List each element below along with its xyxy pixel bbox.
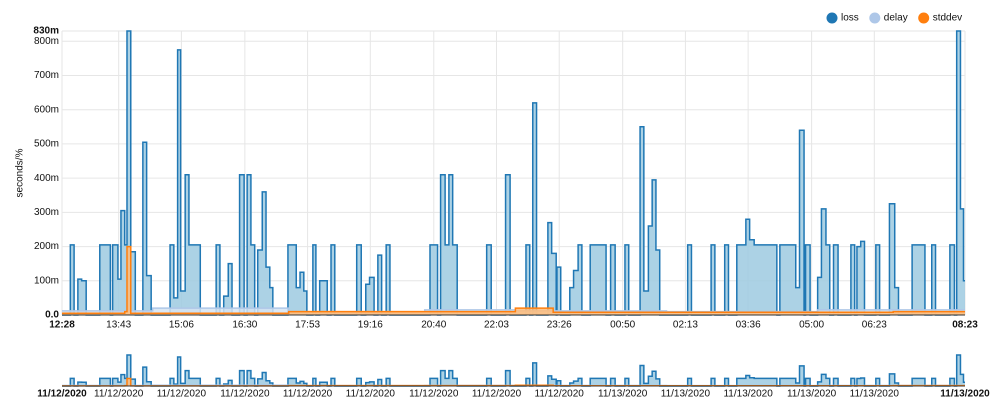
context-x-tick-label: 11/12/2020 (283, 389, 333, 400)
context-x-tick-label: 11/12/2020 (535, 389, 585, 400)
context-x-tick-label: 11/12/2020 (409, 389, 459, 400)
context-x-tick-label: 11/12/2020 (157, 389, 207, 400)
legend-marker (918, 12, 930, 24)
context-x-tick-label: 11/12/2020 (94, 389, 144, 400)
loss-line (62, 30, 965, 316)
x-tick-label: 00:50 (610, 320, 635, 331)
legend-label: loss (841, 13, 859, 24)
y-tick-label: 400m (34, 173, 59, 184)
legend-marker (826, 12, 838, 24)
y-tick-label: 0.0 (45, 310, 59, 321)
y-tick-label: 100m (34, 275, 59, 286)
legend-label: stddev (933, 13, 962, 24)
context-x-tick-label: 11/13/2020 (723, 389, 773, 400)
y-tick-label: 200m (34, 241, 59, 252)
context-x-tick-label: 11/12/2020 (346, 389, 396, 400)
x-tick-label: 16:30 (232, 320, 257, 331)
x-tick-label: 20:40 (421, 320, 446, 331)
context-x-tick-label: 11/13/2020 (661, 389, 711, 400)
legend-marker (869, 12, 881, 24)
context-x-tick-label: 11/13/2020 (940, 389, 990, 400)
context-x-tick-label: 11/12/2020 (220, 389, 270, 400)
x-tick-label: 12:28 (49, 320, 75, 331)
legend-label: delay (884, 13, 908, 24)
x-tick-label: 06:23 (862, 320, 887, 331)
x-tick-label: 19:16 (358, 320, 383, 331)
y-tick-label: 600m (34, 104, 59, 115)
x-tick-label: 22:03 (484, 320, 509, 331)
y-tick-label: 830m (33, 26, 59, 37)
y-axis-label: seconds/% (15, 148, 26, 197)
x-tick-label: 02:13 (673, 320, 698, 331)
loss-line-context (62, 354, 965, 387)
context-x-tick-label: 11/13/2020 (850, 389, 900, 400)
x-tick-label: 08:23 (952, 320, 978, 331)
context-x-tick-label: 11/13/2020 (787, 389, 837, 400)
context-x-tick-label: 11/12/2020 (472, 389, 522, 400)
x-tick-label: 17:53 (295, 320, 320, 331)
context-x-tick-label: 11/12/2020 (37, 389, 87, 400)
stddev-line (62, 245, 965, 315)
x-tick-label: 05:00 (799, 320, 824, 331)
x-tick-label: 23:26 (547, 320, 572, 331)
x-tick-label: 13:43 (106, 320, 131, 331)
x-tick-label: 15:06 (169, 320, 194, 331)
y-tick-label: 300m (34, 207, 59, 218)
y-tick-label: 500m (34, 139, 59, 150)
y-tick-label: 700m (34, 70, 59, 81)
x-tick-label: 03:36 (736, 320, 761, 331)
y-tick-label: 800m (34, 36, 59, 47)
context-x-tick-label: 11/13/2020 (598, 389, 648, 400)
